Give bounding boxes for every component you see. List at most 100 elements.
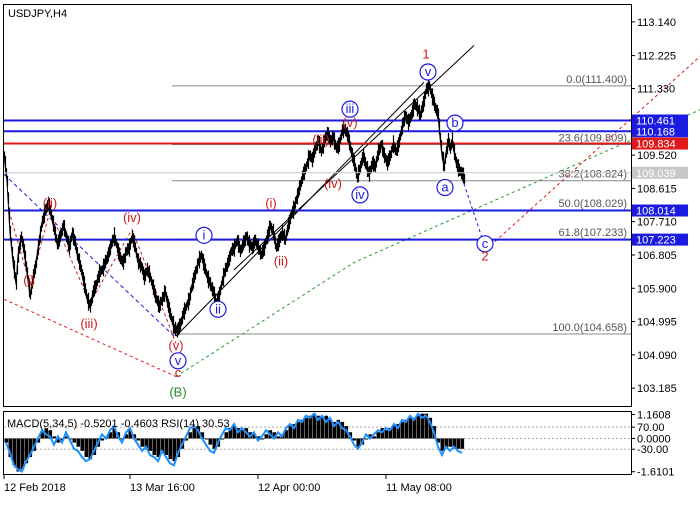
macd-bar [100, 438, 105, 441]
price-tick-label: 104.090 [637, 350, 677, 362]
fib-label: 50.0(108.029) [559, 198, 628, 210]
macd-bar [124, 434, 129, 439]
wave-label: iii [346, 101, 355, 116]
macd-bar [20, 438, 25, 470]
price-badge [632, 233, 688, 246]
macd-bar [336, 419, 341, 439]
macd-bar [388, 428, 393, 439]
price-tick-label: 103.185 [637, 383, 677, 395]
macd-bar [72, 438, 77, 443]
wave-label: (i) [265, 195, 277, 210]
macd-bar [372, 436, 377, 439]
macd-bar [316, 415, 321, 439]
macd-bar [160, 438, 165, 453]
time-tick-label: 13 Mar 16:00 [130, 482, 195, 494]
macd-bar [4, 438, 9, 443]
wave-label: c [175, 365, 182, 380]
wave-label: ii [215, 301, 221, 316]
macd-bar [176, 438, 181, 458]
price-badge [632, 114, 688, 127]
macd-bar [84, 438, 89, 458]
macd-bar [312, 413, 317, 439]
macd-bar [456, 438, 461, 449]
macd-bar [148, 438, 153, 451]
macd-bar [88, 438, 93, 460]
wave-circle [341, 100, 359, 118]
wave-label: a [441, 180, 449, 195]
price-badge-label: 110.461 [636, 115, 675, 127]
price-tick-label: 113.140 [637, 17, 676, 29]
macd-bar [200, 432, 205, 439]
macd-bar [452, 438, 457, 449]
macd-bar [436, 438, 441, 443]
macd-bar [420, 413, 425, 439]
macd-bar [188, 432, 193, 439]
price-axis: 113.140112.225111.330110.425109.520108.6… [4, 17, 688, 395]
price-tick-label: 104.995 [637, 317, 677, 329]
macd-bar [136, 438, 141, 441]
macd-bar [144, 438, 149, 449]
macd-bar [368, 434, 373, 439]
price-tick-label: 107.710 [637, 217, 677, 229]
macd-bar [384, 430, 389, 439]
wave-label: 1 [422, 47, 429, 62]
time-tick-label: 12 Apr 00:00 [258, 482, 320, 494]
macd-bar [288, 426, 293, 439]
macd-bar [8, 438, 13, 458]
macd-bar [292, 423, 297, 439]
macd-bar [64, 436, 69, 439]
trend-line [3, 298, 177, 378]
macd-bar [428, 417, 433, 439]
macd-bar [192, 428, 197, 439]
macd-bar [92, 438, 97, 455]
macd-bar [460, 438, 465, 449]
wave-circle [351, 186, 369, 204]
price-close-line [3, 84, 466, 332]
macd-bar [276, 436, 281, 439]
macd-bar [52, 436, 57, 439]
trend-line [89, 229, 133, 304]
wave-label: (iv) [123, 210, 141, 225]
wave-label: (ii) [274, 253, 288, 268]
wave-label: (iii) [80, 316, 97, 331]
price-badge [632, 125, 688, 138]
macd-bar [252, 434, 257, 439]
current-price-badge [632, 166, 688, 179]
fib-label: 0.0(111.400) [566, 74, 627, 86]
macd-bar [140, 438, 145, 447]
macd-bar [228, 428, 233, 439]
wave-label: c [482, 236, 489, 251]
macd-bar [16, 438, 21, 472]
macd-bar [412, 417, 417, 439]
trend-line [461, 177, 487, 250]
macd-bar [56, 438, 61, 443]
macd-bar [440, 438, 445, 451]
price-series [3, 77, 466, 338]
wave-label: 2 [481, 248, 488, 263]
macd-bar [164, 438, 169, 455]
macd-bar [308, 415, 313, 439]
fib-label: 23.6(109.809) [559, 132, 628, 144]
time-axis: 12 Feb 2018 13 Mar 16:00 12 Apr 00:00 11 Ma… [3, 474, 452, 494]
macd-bar [340, 421, 345, 439]
macd-bar [156, 438, 161, 458]
wave-label: i [203, 227, 206, 242]
macd-bar [364, 438, 369, 440]
macd-bar [12, 438, 17, 466]
macd-bar [48, 430, 53, 439]
indicator-tick-label: 0.0000 [637, 433, 671, 445]
fib-label: 61.8(107.233) [559, 227, 628, 239]
price-tick-label: 108.615 [637, 183, 677, 195]
wave-circle [476, 235, 494, 253]
macd-bar [184, 438, 189, 441]
macd-bar [400, 421, 405, 439]
rsi-line [5, 412, 463, 473]
trend-line [175, 81, 425, 337]
macd-bar [212, 438, 217, 449]
macd-bar [240, 430, 245, 439]
macd-bar [112, 428, 117, 439]
wave-circle [169, 352, 187, 370]
macd-bar [120, 438, 125, 440]
macd-bar [24, 438, 29, 464]
